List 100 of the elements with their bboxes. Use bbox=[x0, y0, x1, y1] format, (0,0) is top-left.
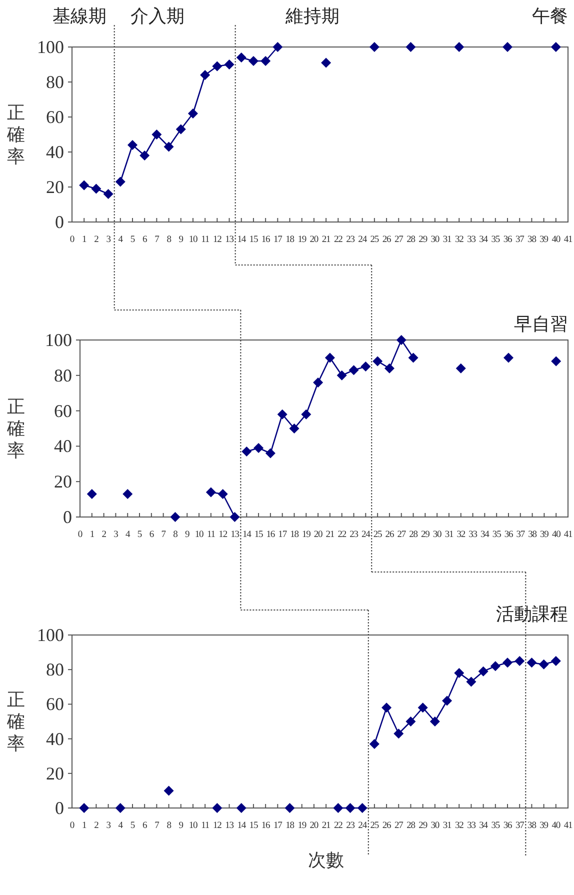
x-tick-label: 32 bbox=[454, 821, 464, 831]
point bbox=[551, 356, 562, 366]
x-tick-label: 33 bbox=[467, 235, 476, 245]
x-tick-label: 29 bbox=[418, 235, 428, 245]
x-tick-label: 1 bbox=[90, 530, 95, 540]
point bbox=[430, 716, 440, 726]
x-tick-label: 23 bbox=[346, 821, 356, 831]
point bbox=[408, 352, 418, 363]
y-tick-label: 40 bbox=[46, 142, 64, 162]
x-tick-label: 3 bbox=[106, 235, 112, 245]
x-tick-label: 39 bbox=[540, 235, 549, 245]
x-tick-label: 0 bbox=[78, 530, 83, 540]
y-tick-label: 40 bbox=[46, 728, 64, 749]
x-tick-label: 27 bbox=[397, 530, 406, 540]
point bbox=[242, 446, 252, 457]
y-axis-title: 正確率 bbox=[6, 102, 25, 166]
x-tick-label: 16 bbox=[266, 530, 276, 540]
point bbox=[122, 488, 133, 499]
x-tick-label: 22 bbox=[334, 821, 344, 831]
x-tick-label: 4 bbox=[118, 821, 124, 831]
point bbox=[357, 803, 368, 813]
x-tick-label: 21 bbox=[322, 821, 332, 831]
x-tick-label: 21 bbox=[326, 530, 335, 540]
x-tick-label: 13 bbox=[225, 821, 234, 831]
point bbox=[490, 661, 500, 672]
x-tick-label: 41 bbox=[564, 530, 573, 540]
x-tick-label: 6 bbox=[142, 235, 148, 245]
x-tick-label: 10 bbox=[194, 530, 204, 540]
x-tick-label: 22 bbox=[338, 530, 347, 540]
x-tick-label: 18 bbox=[290, 530, 300, 540]
point bbox=[406, 716, 416, 726]
x-tick-label: 38 bbox=[528, 530, 538, 540]
x-tick-label: 12 bbox=[213, 821, 222, 831]
y-tick-label: 80 bbox=[54, 365, 72, 386]
point bbox=[538, 659, 549, 670]
x-tick-label: 15 bbox=[249, 235, 258, 245]
x-tick-label: 3 bbox=[106, 821, 112, 831]
x-tick-label: 13 bbox=[225, 235, 234, 245]
x-tick-label: 6 bbox=[142, 821, 148, 831]
x-tick-label: 12 bbox=[218, 530, 228, 540]
chart-title: 午餐 bbox=[532, 6, 568, 26]
x-tick-label: 31 bbox=[444, 530, 454, 540]
y-tick-label: 20 bbox=[54, 472, 72, 492]
x-tick-label: 12 bbox=[213, 235, 222, 245]
chart-title: 早自習 bbox=[514, 314, 568, 334]
point bbox=[382, 702, 392, 713]
x-tick-label: 16 bbox=[261, 235, 271, 245]
x-tick-label: 37 bbox=[516, 530, 526, 540]
x-tick-label: 24 bbox=[362, 530, 371, 540]
point bbox=[164, 786, 174, 796]
point bbox=[289, 424, 300, 434]
y-tick-label: 20 bbox=[46, 177, 64, 197]
point bbox=[384, 363, 394, 374]
x-tick-label: 15 bbox=[254, 530, 264, 540]
y-tick-label: 80 bbox=[46, 660, 64, 680]
x-tick-label: 30 bbox=[430, 821, 440, 831]
y-tick-label: 20 bbox=[46, 763, 64, 784]
x-tick-label: 19 bbox=[298, 821, 307, 831]
x-tick-label: 18 bbox=[286, 235, 295, 245]
x-tick-label: 14 bbox=[237, 821, 246, 831]
y-tick-label: 100 bbox=[45, 330, 72, 350]
point bbox=[176, 124, 186, 134]
chart-title: 活動課程 bbox=[496, 604, 568, 624]
x-tick-label: 14 bbox=[237, 235, 246, 245]
point bbox=[127, 140, 138, 150]
point bbox=[360, 362, 371, 372]
point bbox=[115, 176, 126, 187]
point bbox=[345, 803, 356, 813]
x-tick-label: 27 bbox=[394, 235, 404, 245]
x-tick-label: 36 bbox=[503, 235, 513, 245]
x-tick-label: 28 bbox=[406, 235, 416, 245]
x-tick-label: 3 bbox=[114, 530, 119, 540]
x-tick-label: 35 bbox=[491, 235, 500, 245]
x-tick-label: 10 bbox=[188, 235, 198, 245]
x-tick-label: 16 bbox=[261, 821, 271, 831]
x-tick-label: 39 bbox=[540, 821, 549, 831]
point bbox=[526, 658, 537, 668]
x-tick-label: 28 bbox=[406, 821, 416, 831]
x-tick-label: 17 bbox=[278, 530, 288, 540]
x-tick-label: 8 bbox=[173, 530, 178, 540]
x-axis-title: 次數 bbox=[308, 850, 344, 870]
point bbox=[503, 352, 514, 363]
x-tick-label: 37 bbox=[515, 235, 525, 245]
x-tick-label: 37 bbox=[515, 821, 525, 831]
x-tick-label: 36 bbox=[503, 821, 513, 831]
point bbox=[454, 42, 464, 52]
point bbox=[321, 58, 332, 68]
point bbox=[265, 448, 276, 458]
point bbox=[170, 512, 180, 522]
point bbox=[103, 189, 114, 199]
point bbox=[212, 61, 222, 72]
point bbox=[550, 656, 561, 666]
point bbox=[277, 409, 288, 420]
x-tick-label: 18 bbox=[286, 821, 295, 831]
point bbox=[550, 42, 561, 52]
point bbox=[454, 668, 464, 678]
x-tick-label: 27 bbox=[394, 821, 404, 831]
text: 介入期 bbox=[130, 6, 184, 26]
x-tick-label: 22 bbox=[334, 235, 344, 245]
x-tick-label: 2 bbox=[94, 821, 100, 831]
